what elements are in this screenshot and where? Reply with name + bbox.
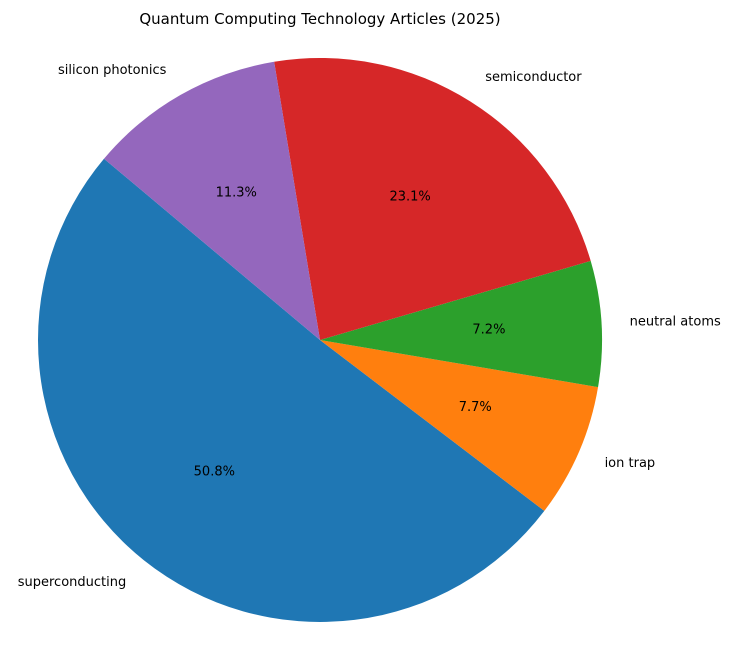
pie-labels: superconducting 50.8% ion trap 7.7% neutral … (18, 63, 721, 590)
slice-label-ion-trap: ion trap (605, 456, 656, 471)
slice-percent-ion-trap: 7.7% (459, 400, 492, 415)
pie-slices (37, 57, 602, 623)
pie-slice-ion-trap (320, 340, 599, 511)
slice-label-neutral-atoms: neutral atoms (630, 314, 721, 329)
slice-percent-neutral-atoms: 7.2% (472, 323, 505, 338)
slice-percent-silicon-photonics: 11.3% (216, 185, 257, 200)
slice-label-silicon-photonics: silicon photonics (58, 63, 167, 78)
pie-slice-silicon-photonics (103, 61, 320, 341)
slice-percent-superconducting: 50.8% (194, 465, 235, 480)
pie-slice-neutral-atoms (320, 260, 602, 388)
slice-label-superconducting: superconducting (18, 575, 127, 590)
pie-slice-superconducting (37, 158, 545, 623)
pie-slice-semiconductor (274, 57, 591, 340)
slice-percent-semiconductor: 23.1% (389, 189, 430, 204)
slice-label-semiconductor: semiconductor (485, 70, 582, 85)
chart-title: Quantum Computing Technology Articles (2… (139, 10, 500, 28)
